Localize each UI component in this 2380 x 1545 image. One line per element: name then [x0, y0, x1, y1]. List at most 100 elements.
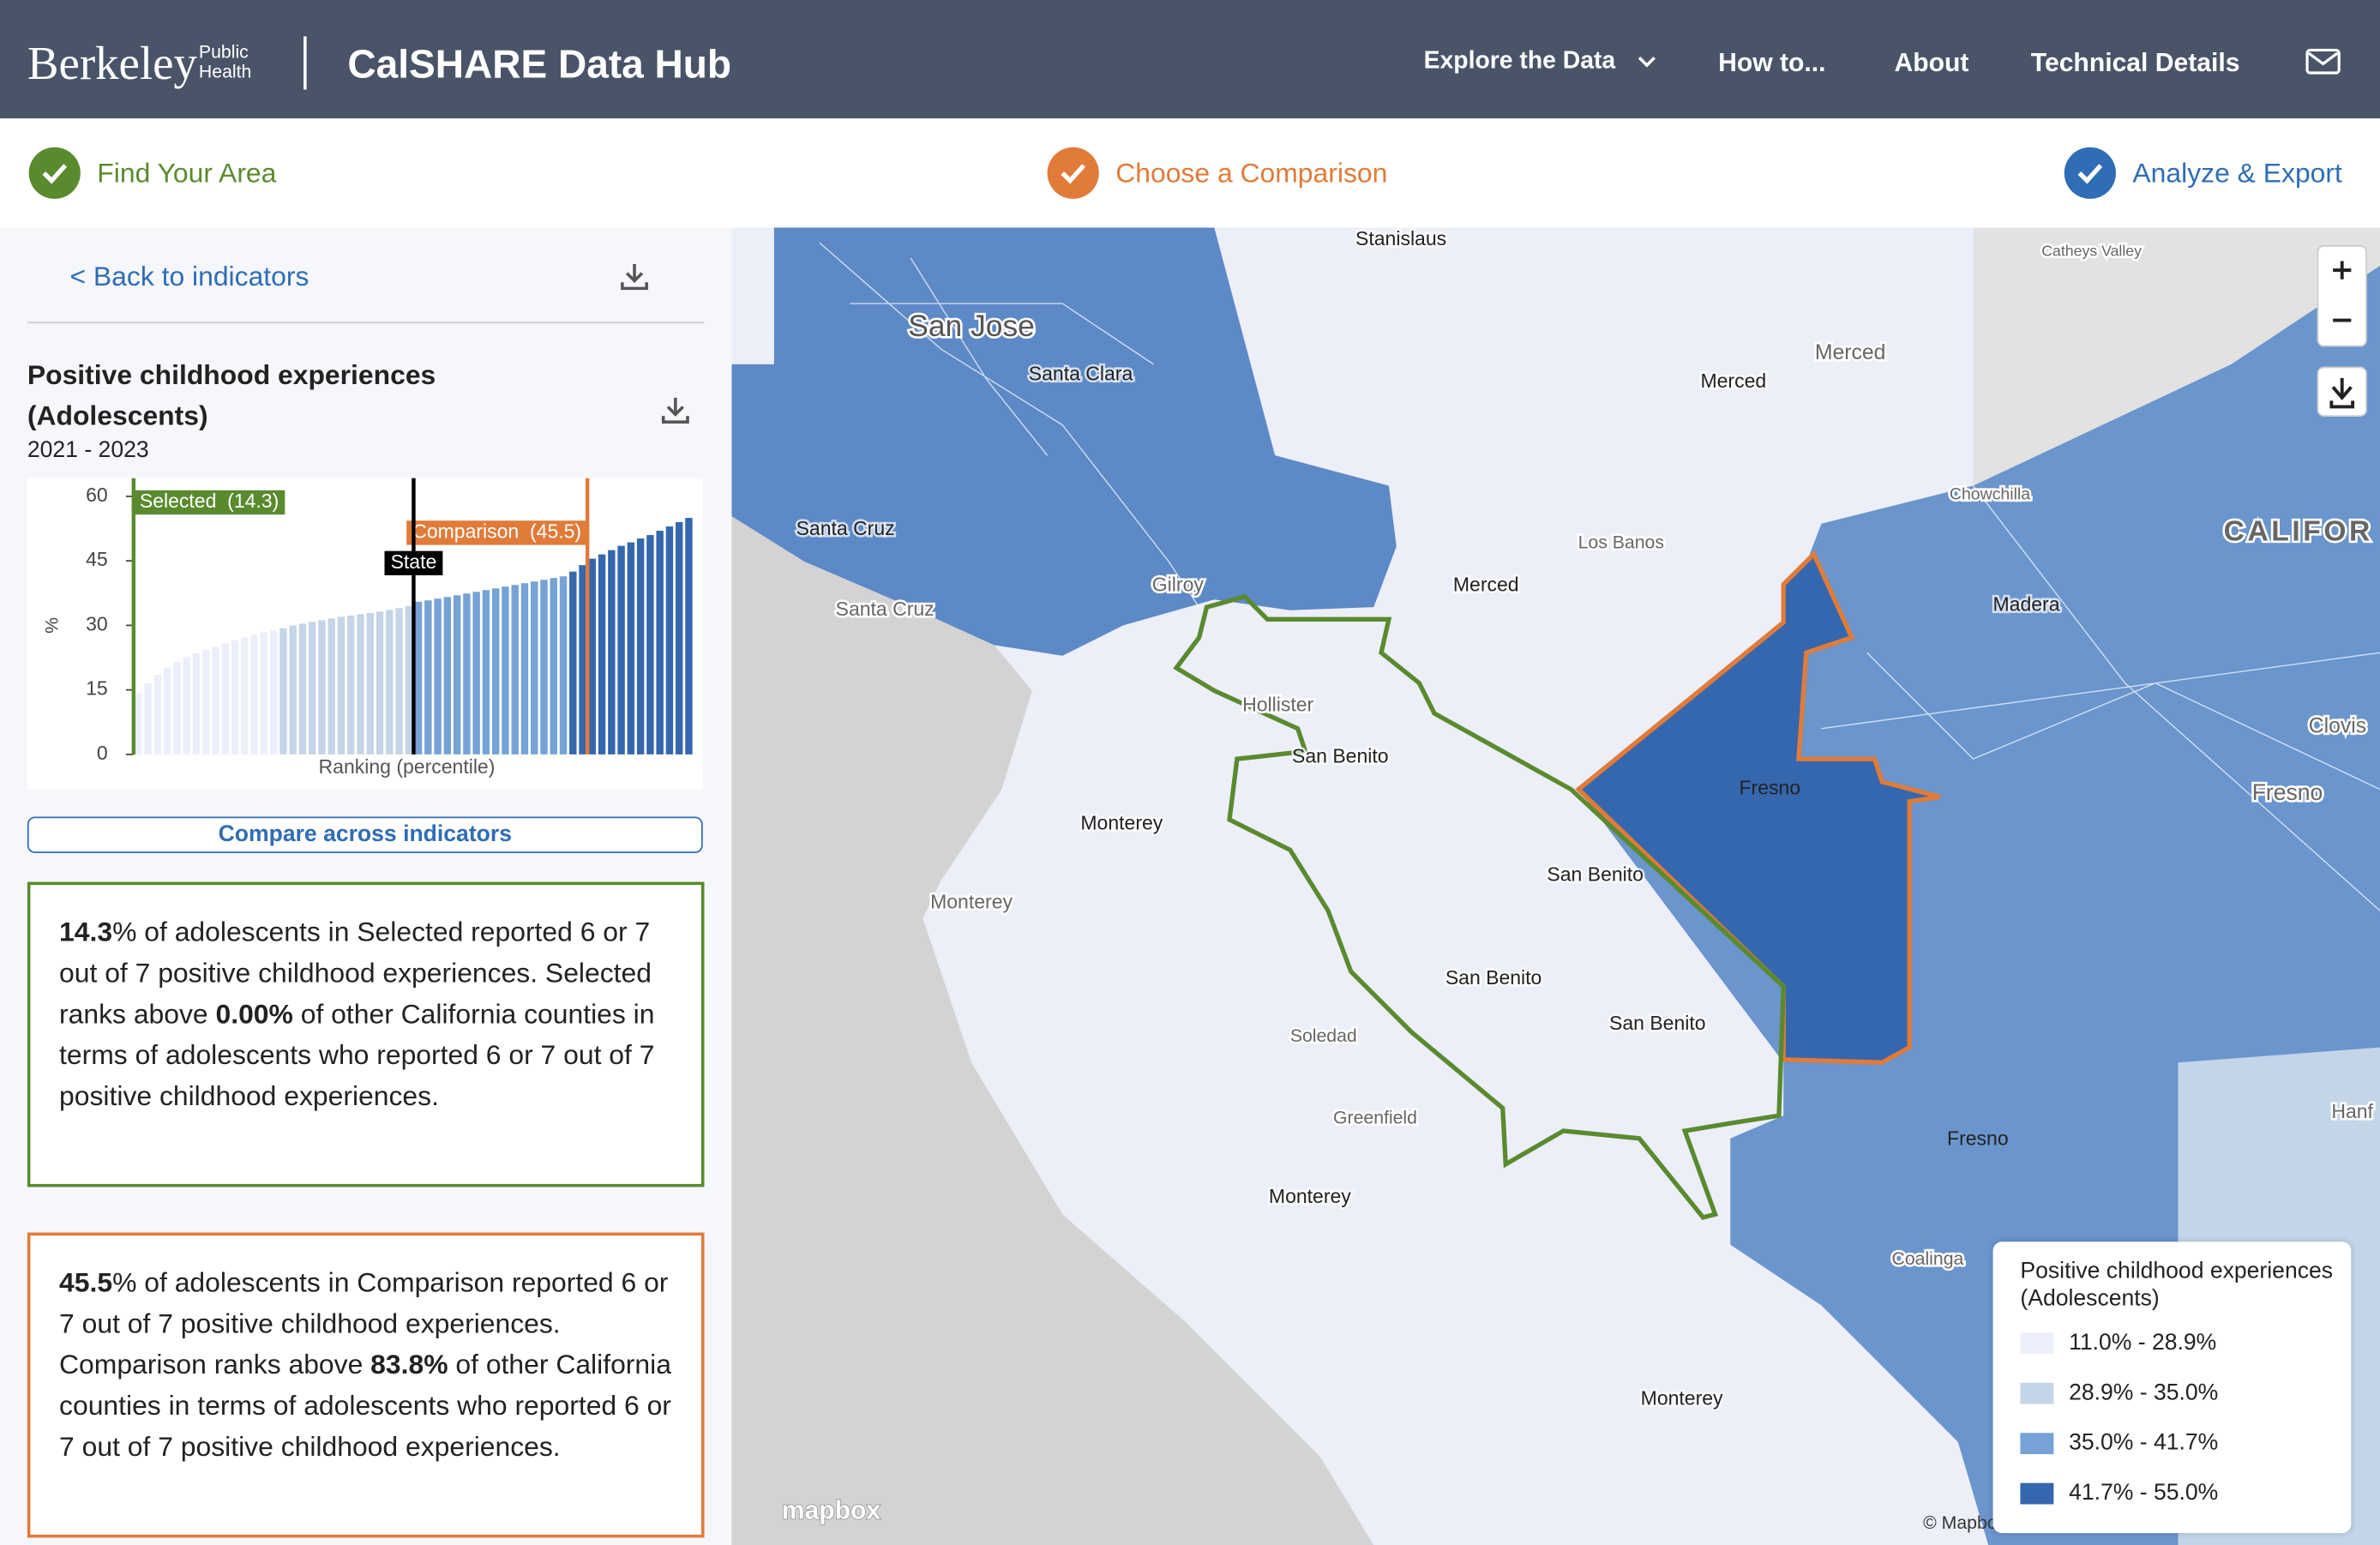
place-label: CALIFOR: [2224, 515, 2373, 547]
place-label: Madera: [1993, 592, 2060, 615]
bar: [559, 576, 568, 754]
place-label: Merced: [1453, 573, 1519, 595]
bar: [202, 650, 210, 754]
bar: [646, 535, 654, 754]
step[interactable]: Find Your Area: [97, 158, 277, 189]
bar: [434, 598, 442, 754]
bar: [588, 558, 597, 754]
place-label: San Benito: [1445, 966, 1542, 989]
marker-label: Selected (14.3): [140, 490, 279, 512]
legend-label: 28.9% - 35.0%: [2069, 1380, 2219, 1406]
summary-text: 45.5: [59, 1267, 113, 1298]
bar: [520, 583, 529, 754]
bar: [405, 605, 413, 754]
bar: [443, 597, 452, 754]
logo-sub-line: Health: [198, 60, 252, 82]
bar: [183, 657, 190, 754]
bar: [598, 554, 606, 754]
bar: [269, 630, 278, 754]
bar: [221, 643, 230, 754]
place-label: San Benito: [1292, 745, 1389, 767]
summary-text: % of adolescents in Selected reported 6 …: [59, 917, 652, 1030]
bar: [636, 538, 645, 754]
download-icon[interactable]: [660, 394, 690, 424]
bar: [472, 592, 480, 754]
bar: [617, 545, 625, 754]
bar: [511, 585, 519, 754]
bar: [608, 550, 616, 754]
selected-area[interactable]: [1173, 593, 1786, 1220]
place-label: Monterey: [1641, 1386, 1723, 1409]
logo-sub-line: Public: [198, 40, 249, 63]
legend-swatch: [2020, 1332, 2054, 1355]
summary-text: 83.8%: [370, 1349, 448, 1380]
bar: [675, 522, 683, 754]
summary-box: 45.5% of adolescents in Comparison repor…: [27, 1232, 705, 1538]
summary-text: % of adolescents in Comparison reported …: [59, 1267, 669, 1380]
ocean: [731, 508, 1374, 1545]
legend-swatch: [2020, 1482, 2054, 1505]
bar: [328, 618, 335, 754]
roads: [819, 242, 2380, 911]
legend-label: 41.7% - 55.0%: [2069, 1480, 2219, 1506]
zoom-control[interactable]: [2317, 244, 2367, 347]
y-axis-label: %: [42, 617, 63, 634]
bar: [569, 571, 577, 754]
bar: [231, 640, 239, 754]
mail-icon[interactable]: [2305, 48, 2341, 76]
bar: [502, 586, 509, 754]
nav-item[interactable]: About: [1894, 48, 1969, 78]
bar: [414, 601, 423, 754]
y-tick-label: 15: [86, 677, 108, 700]
back-link[interactable]: < Back to indicators: [69, 261, 310, 292]
chevron: [1638, 57, 1656, 68]
zoom-icons: [2333, 261, 2352, 322]
marker-label: State: [391, 550, 437, 573]
bar: [540, 580, 548, 754]
app-title[interactable]: CalSHARE Data Hub: [347, 40, 732, 87]
separator: [27, 322, 705, 324]
marker-label: Comparison (45.5): [412, 520, 581, 542]
years: 2021 - 2023: [27, 436, 149, 463]
place-label: Fresno: [1947, 1127, 2009, 1150]
bar: [135, 693, 142, 754]
nav-item[interactable]: How to...: [1718, 48, 1826, 78]
step[interactable]: Analyze & Export: [2132, 158, 2342, 189]
bar: [289, 625, 297, 754]
step[interactable]: Choose a Comparison: [1115, 158, 1388, 189]
legend-swatch: [2020, 1433, 2054, 1455]
place-label: Los Banos: [1578, 532, 1664, 552]
bar: [395, 608, 403, 754]
place-label: Santa Clara: [1029, 362, 1133, 384]
logo[interactable]: Berkeley: [27, 36, 197, 90]
indicator-title: Positive childhood experiences (Adolesce…: [27, 359, 436, 431]
sidebar: < Back to indicators Positive childhood …: [0, 227, 732, 1545]
summary-text: of other California counties in terms of…: [59, 1349, 671, 1462]
nav-item[interactable]: Explore the Data: [1423, 48, 1616, 75]
bar: [279, 628, 287, 754]
nav-item[interactable]: Technical Details: [2030, 48, 2240, 78]
y-tick-label: 45: [86, 548, 108, 570]
bar: [357, 614, 364, 754]
download-icon[interactable]: [619, 262, 649, 292]
mapbox-logo: mapbox: [782, 1496, 881, 1524]
place-label: Santa Cruz: [836, 598, 935, 620]
legend-label: 11.0% - 28.9%: [2069, 1329, 2217, 1356]
comparison-area[interactable]: [1575, 550, 1941, 1065]
bar: [656, 531, 664, 754]
legend-swatch: [2020, 1382, 2054, 1404]
compare-button[interactable]: Compare across indicators: [27, 816, 703, 853]
place-label: Chowchilla: [1950, 484, 2030, 503]
county: [731, 227, 1397, 656]
bar: [318, 620, 326, 754]
bar: [453, 595, 461, 754]
place-label: Merced: [1815, 341, 1886, 364]
bar: [386, 610, 394, 754]
bar: [144, 683, 152, 754]
bar: [685, 518, 693, 754]
bar: [347, 615, 355, 754]
bar: [173, 662, 181, 754]
download-icon: [2329, 377, 2355, 409]
legend: Positive childhood experiences (Adolesce…: [1992, 1241, 2352, 1534]
